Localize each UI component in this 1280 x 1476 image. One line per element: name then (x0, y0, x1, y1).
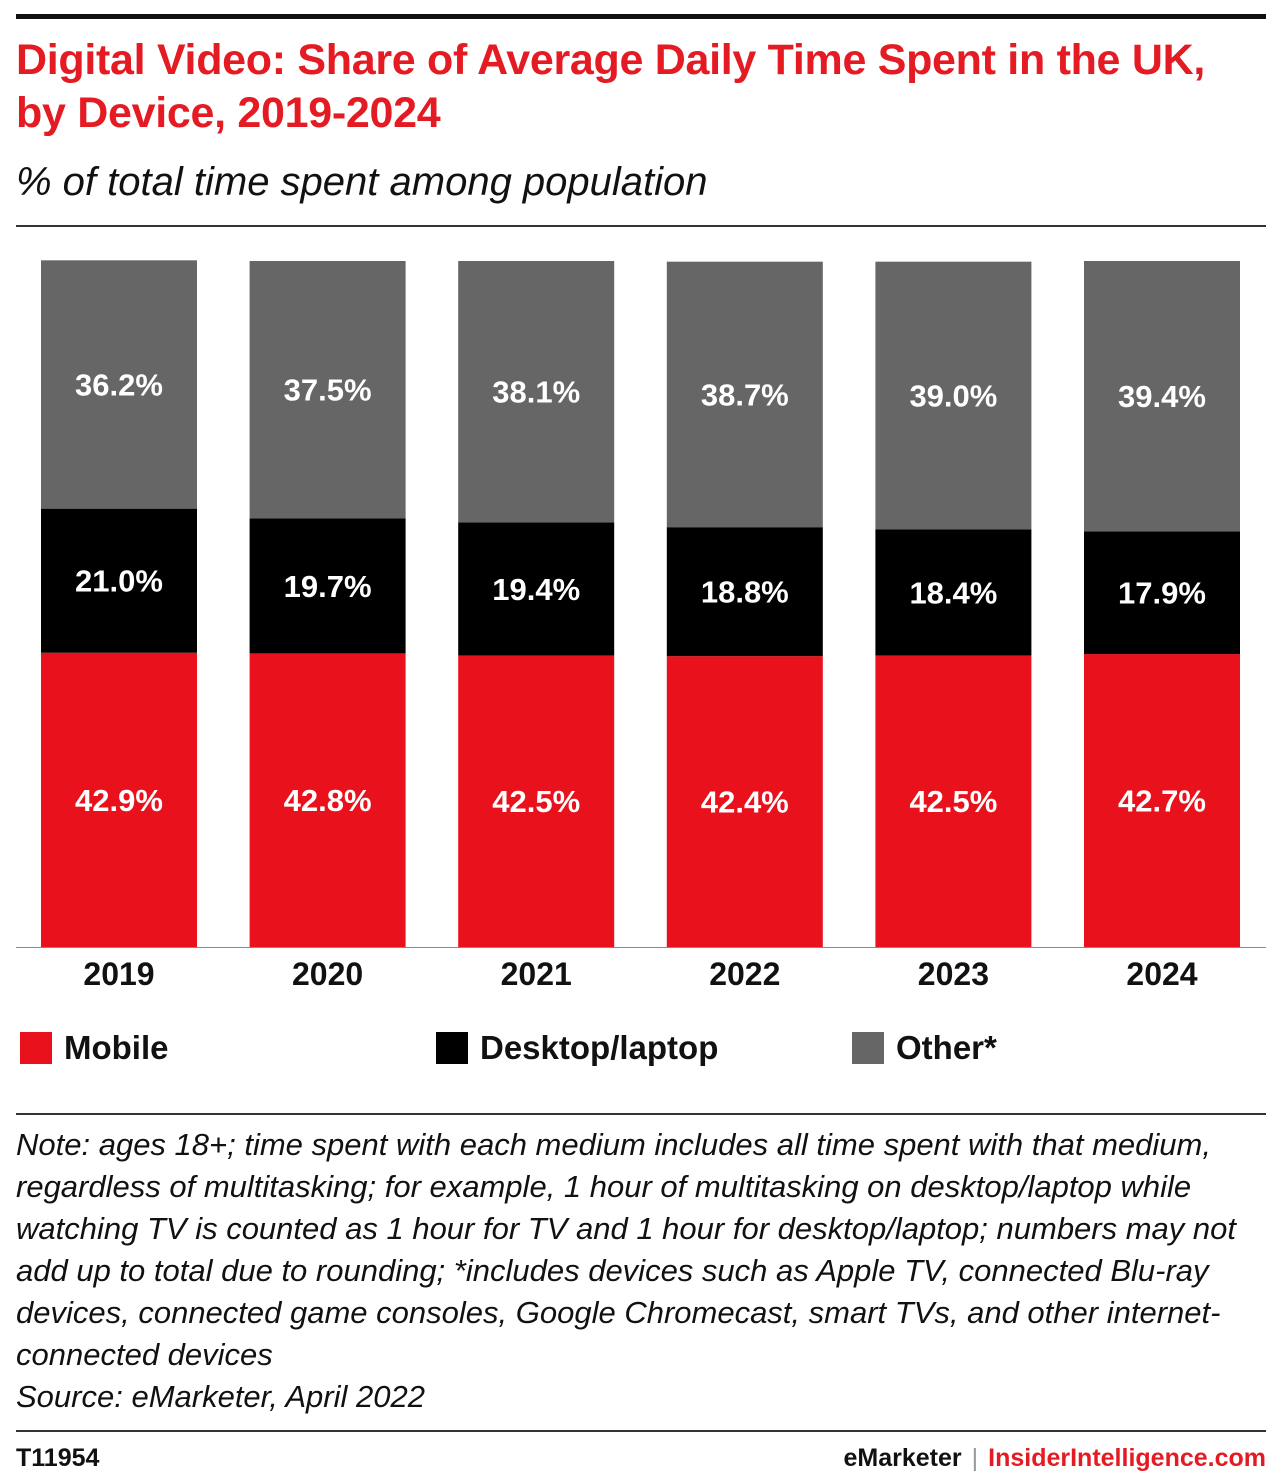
legend-swatch-mobile (20, 1032, 52, 1064)
top-rule (16, 14, 1266, 19)
x-tick-label-2020: 2020 (292, 956, 363, 992)
header-rule (16, 225, 1266, 227)
bar-mobile-2023 (875, 655, 1032, 947)
data-label-other-2024: 39.4% (1118, 379, 1206, 414)
x-tick-label-2024: 2024 (1126, 956, 1197, 992)
bar-desktop-laptop-2024 (1084, 531, 1240, 655)
data-label-desktop-laptop-2022: 18.8% (701, 575, 789, 610)
bar-desktop-laptop-2019 (41, 508, 197, 653)
bar-other-2020 (249, 261, 406, 519)
legend-item-mobile: Mobile (20, 1026, 169, 1070)
legend-item-other: Other* (852, 1026, 997, 1070)
data-label-desktop-laptop-2024: 17.9% (1118, 576, 1206, 611)
bar-other-2023 (875, 261, 1032, 530)
data-label-desktop-laptop-2023: 18.4% (909, 575, 997, 610)
data-label-desktop-laptop-2020: 19.7% (284, 569, 372, 604)
data-label-mobile-2022: 42.4% (701, 785, 789, 820)
bar-mobile-2019 (41, 652, 197, 947)
data-label-other-2021: 38.1% (492, 375, 580, 410)
legend-swatch-desktop-laptop (436, 1032, 468, 1064)
legend-item-desktop-laptop: Desktop/laptop (436, 1026, 718, 1070)
note-rule (16, 1113, 1266, 1115)
data-label-desktop-laptop-2019: 21.0% (75, 564, 163, 599)
data-label-desktop-laptop-2021: 19.4% (492, 572, 580, 607)
data-label-mobile-2020: 42.8% (284, 783, 372, 818)
legend-label-desktop-laptop: Desktop/laptop (480, 1029, 719, 1066)
bar-mobile-2024 (1084, 654, 1240, 947)
data-label-mobile-2024: 42.7% (1118, 784, 1206, 819)
note-text: Note: ages 18+; time spent with each med… (16, 1127, 1237, 1372)
legend-label-other: Other* (896, 1029, 997, 1066)
bar-desktop-laptop-2021 (458, 522, 615, 656)
data-label-other-2023: 39.0% (909, 378, 997, 413)
legend-label-mobile: Mobile (64, 1029, 169, 1066)
data-label-mobile-2019: 42.9% (75, 783, 163, 818)
brand-credit: eMarketer | InsiderIntelligence.com (844, 1440, 1267, 1476)
x-tick-label-2021: 2021 (501, 956, 572, 992)
source-text: Source: eMarketer, April 2022 (16, 1379, 425, 1414)
x-tick-label-2023: 2023 (918, 956, 989, 992)
footer-rule (16, 1430, 1266, 1432)
brand-emarketer: eMarketer (843, 1444, 962, 1472)
chart-notes: Note: ages 18+; time spent with each med… (16, 1124, 1266, 1418)
bar-other-2022 (666, 261, 823, 528)
bar-mobile-2022 (666, 656, 823, 947)
bar-other-2024 (1084, 261, 1240, 532)
data-label-other-2022: 38.7% (701, 377, 789, 412)
x-tick-label-2022: 2022 (709, 956, 780, 992)
brand-insider-intelligence: InsiderIntelligence.com (988, 1444, 1266, 1472)
data-label-other-2019: 36.2% (75, 367, 163, 402)
chart-id: T11954 (16, 1444, 100, 1472)
data-label-mobile-2023: 42.5% (909, 784, 997, 819)
bar-mobile-2020 (249, 653, 406, 947)
bar-desktop-laptop-2020 (249, 518, 406, 654)
bar-mobile-2021 (458, 655, 615, 947)
stacked-bar-chart: 42.9% 21.0% 36.2% 2019 42.8% 19.7% 37.5% 2020 42… (16, 260, 1266, 992)
footer: T11954 eMarketer | InsiderIntelligence.com (16, 1440, 1266, 1476)
bar-other-2021 (458, 261, 615, 523)
x-tick-label-2019: 2019 (83, 956, 154, 992)
data-label-mobile-2021: 42.5% (492, 784, 580, 819)
chart-title: Digital Video: Share of Average Daily Ti… (16, 36, 1205, 137)
bar-desktop-laptop-2023 (875, 529, 1032, 656)
bar-other-2019 (41, 260, 197, 509)
chart-subtitle: % of total time spent among population (16, 160, 708, 204)
bar-desktop-laptop-2022 (666, 527, 823, 657)
data-label-other-2020: 37.5% (284, 373, 372, 408)
brand-separator: | (971, 1444, 979, 1472)
legend-swatch-other (852, 1032, 884, 1064)
